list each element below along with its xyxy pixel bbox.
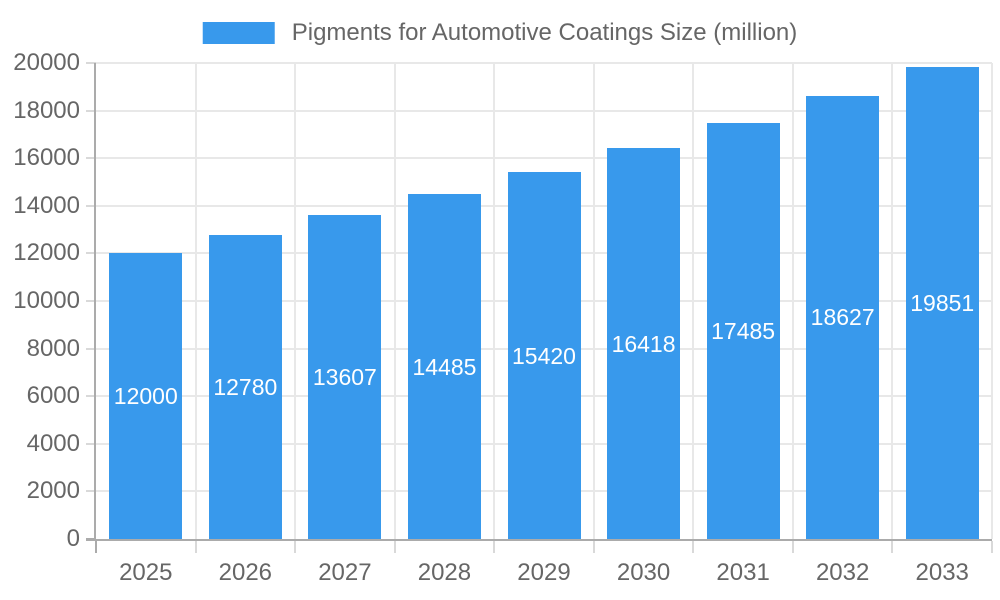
- bar-value-label: 14485: [412, 353, 477, 380]
- gridline-vertical: [891, 63, 894, 539]
- bar-2029[interactable]: [507, 172, 581, 539]
- y-tick-label: 16000: [13, 144, 80, 172]
- y-axis-tick: [86, 109, 96, 112]
- y-axis-tick: [86, 442, 96, 445]
- gridline-horizontal: [96, 62, 992, 64]
- y-axis-tick: [86, 157, 96, 160]
- y-axis-tick: [86, 252, 96, 255]
- y-tick-label: 18000: [13, 96, 80, 124]
- bar-value-label: 12780: [213, 373, 278, 400]
- x-tick-label: 2030: [616, 559, 671, 586]
- y-axis-tick: [86, 395, 96, 398]
- x-tick-label: 2025: [119, 559, 173, 586]
- legend-swatch: [202, 22, 275, 44]
- y-tick-label: 20000: [13, 49, 80, 76]
- bar-2027[interactable]: [308, 215, 382, 539]
- gridline-horizontal: [96, 157, 992, 160]
- y-axis-tick: [86, 204, 96, 207]
- gridline-horizontal: [96, 109, 992, 112]
- gridline-vertical: [991, 63, 993, 539]
- x-tick-label: 2027: [318, 559, 372, 586]
- gridline-vertical: [493, 63, 496, 539]
- bar-value-label: 17485: [711, 317, 776, 344]
- bar-value-label: 12000: [113, 383, 178, 410]
- x-axis-tick: [592, 541, 595, 553]
- y-axis-tick: [86, 300, 96, 302]
- bar-2025[interactable]: [109, 253, 183, 539]
- bar-value-label: 18627: [810, 304, 875, 331]
- gridline-vertical: [791, 63, 794, 539]
- x-tick-label: 2026: [218, 559, 273, 586]
- bar-value-label: 16418: [611, 330, 676, 357]
- bar-value-label: 19851: [910, 289, 975, 316]
- gridline-vertical: [393, 63, 396, 539]
- bar-2033[interactable]: [905, 66, 979, 539]
- x-axis-tick: [393, 541, 396, 553]
- y-axis-tick: [86, 347, 96, 350]
- y-tick-label: 4000: [26, 429, 80, 457]
- gridline-vertical: [294, 63, 297, 539]
- y-tick-label: 2000: [26, 477, 80, 505]
- x-tick-label: 2031: [716, 559, 770, 586]
- x-axis-tick: [95, 541, 97, 553]
- x-axis-tick: [891, 541, 894, 553]
- x-tick-label: 2033: [915, 559, 969, 586]
- y-tick-label: 10000: [13, 287, 80, 314]
- x-axis-tick: [294, 541, 297, 553]
- x-tick-label: 2032: [815, 559, 870, 586]
- bar-2028[interactable]: [407, 194, 481, 539]
- y-axis-tick: [86, 62, 96, 64]
- x-axis-tick: [692, 541, 695, 553]
- gridline-vertical: [592, 63, 595, 539]
- y-tick-label: 14000: [13, 191, 80, 219]
- gridline-vertical: [692, 63, 695, 539]
- x-axis-tick: [194, 541, 197, 553]
- chart-legend-item[interactable]: Pigments for Automotive Coatings Size (m…: [202, 19, 798, 46]
- gridline-vertical: [194, 63, 197, 539]
- bar-2026[interactable]: [208, 234, 282, 539]
- y-axis-line: [94, 63, 96, 541]
- x-axis-tick: [791, 541, 794, 553]
- bar-value-label: 13607: [312, 364, 377, 391]
- bar-2030[interactable]: [607, 148, 681, 539]
- bar-value-label: 15420: [512, 342, 576, 369]
- x-axis-tick: [493, 541, 496, 553]
- legend-label: Pigments for Automotive Coatings Size (m…: [291, 19, 798, 46]
- y-tick-label: 0: [66, 525, 80, 552]
- y-tick-label: 6000: [26, 382, 80, 410]
- y-axis-tick: [86, 490, 96, 493]
- y-tick-label: 8000: [26, 334, 80, 362]
- x-tick-label: 2028: [417, 559, 472, 586]
- bar-2031[interactable]: [706, 122, 780, 539]
- x-axis-tick: [991, 541, 993, 553]
- x-axis-line: [86, 539, 992, 541]
- bar-2032[interactable]: [806, 95, 880, 539]
- x-tick-label: 2029: [517, 559, 571, 586]
- y-tick-label: 12000: [13, 239, 80, 267]
